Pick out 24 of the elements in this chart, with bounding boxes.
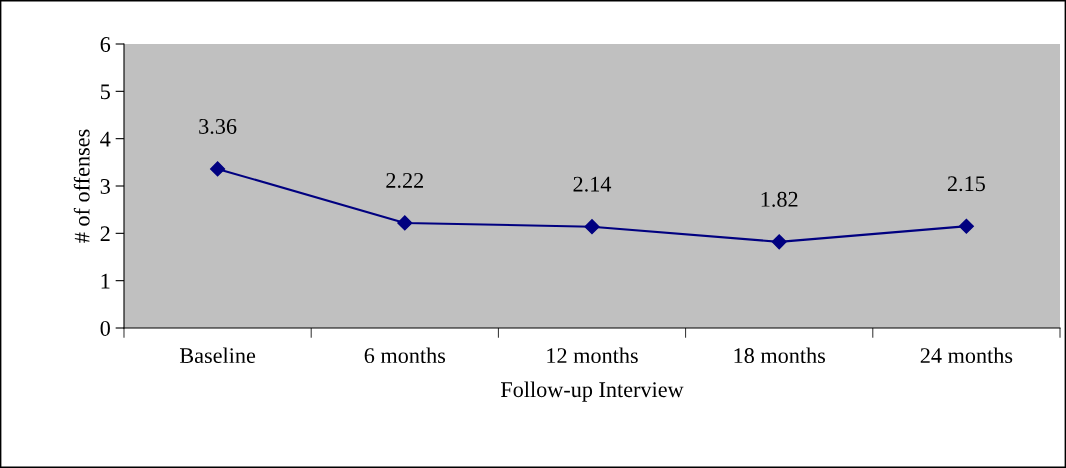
- point: [584, 219, 600, 235]
- x-axis-title: Follow-up Interview: [500, 381, 684, 402]
- y-tick-label: 6: [100, 36, 111, 52]
- point: [771, 234, 787, 250]
- data-label: 3.36: [199, 118, 237, 134]
- x-tick-label: 24 months: [920, 347, 1013, 364]
- x-tick-label: Baseline: [179, 347, 256, 364]
- y-tick-label: 5: [100, 84, 110, 100]
- data-label: 2.22: [386, 172, 424, 188]
- y-tick-label: 1: [101, 273, 110, 289]
- point: [397, 215, 413, 231]
- data-label: 1.82: [761, 191, 798, 207]
- x-tick-label: 6 months: [364, 347, 446, 364]
- y-tick-label: 0: [100, 320, 110, 336]
- y-tick-label: 3: [100, 178, 110, 194]
- data-label: 2.14: [573, 176, 612, 192]
- point: [958, 218, 974, 234]
- data-label: 2.15: [947, 176, 985, 192]
- x-tick-label: 18 months: [734, 347, 825, 364]
- y-tick-label: 4: [100, 131, 111, 147]
- x-tick-label: 12 months: [547, 347, 638, 364]
- point: [210, 161, 226, 177]
- y-axis-title: # of offenses: [73, 129, 90, 243]
- y-tick-label: 2: [100, 226, 110, 242]
